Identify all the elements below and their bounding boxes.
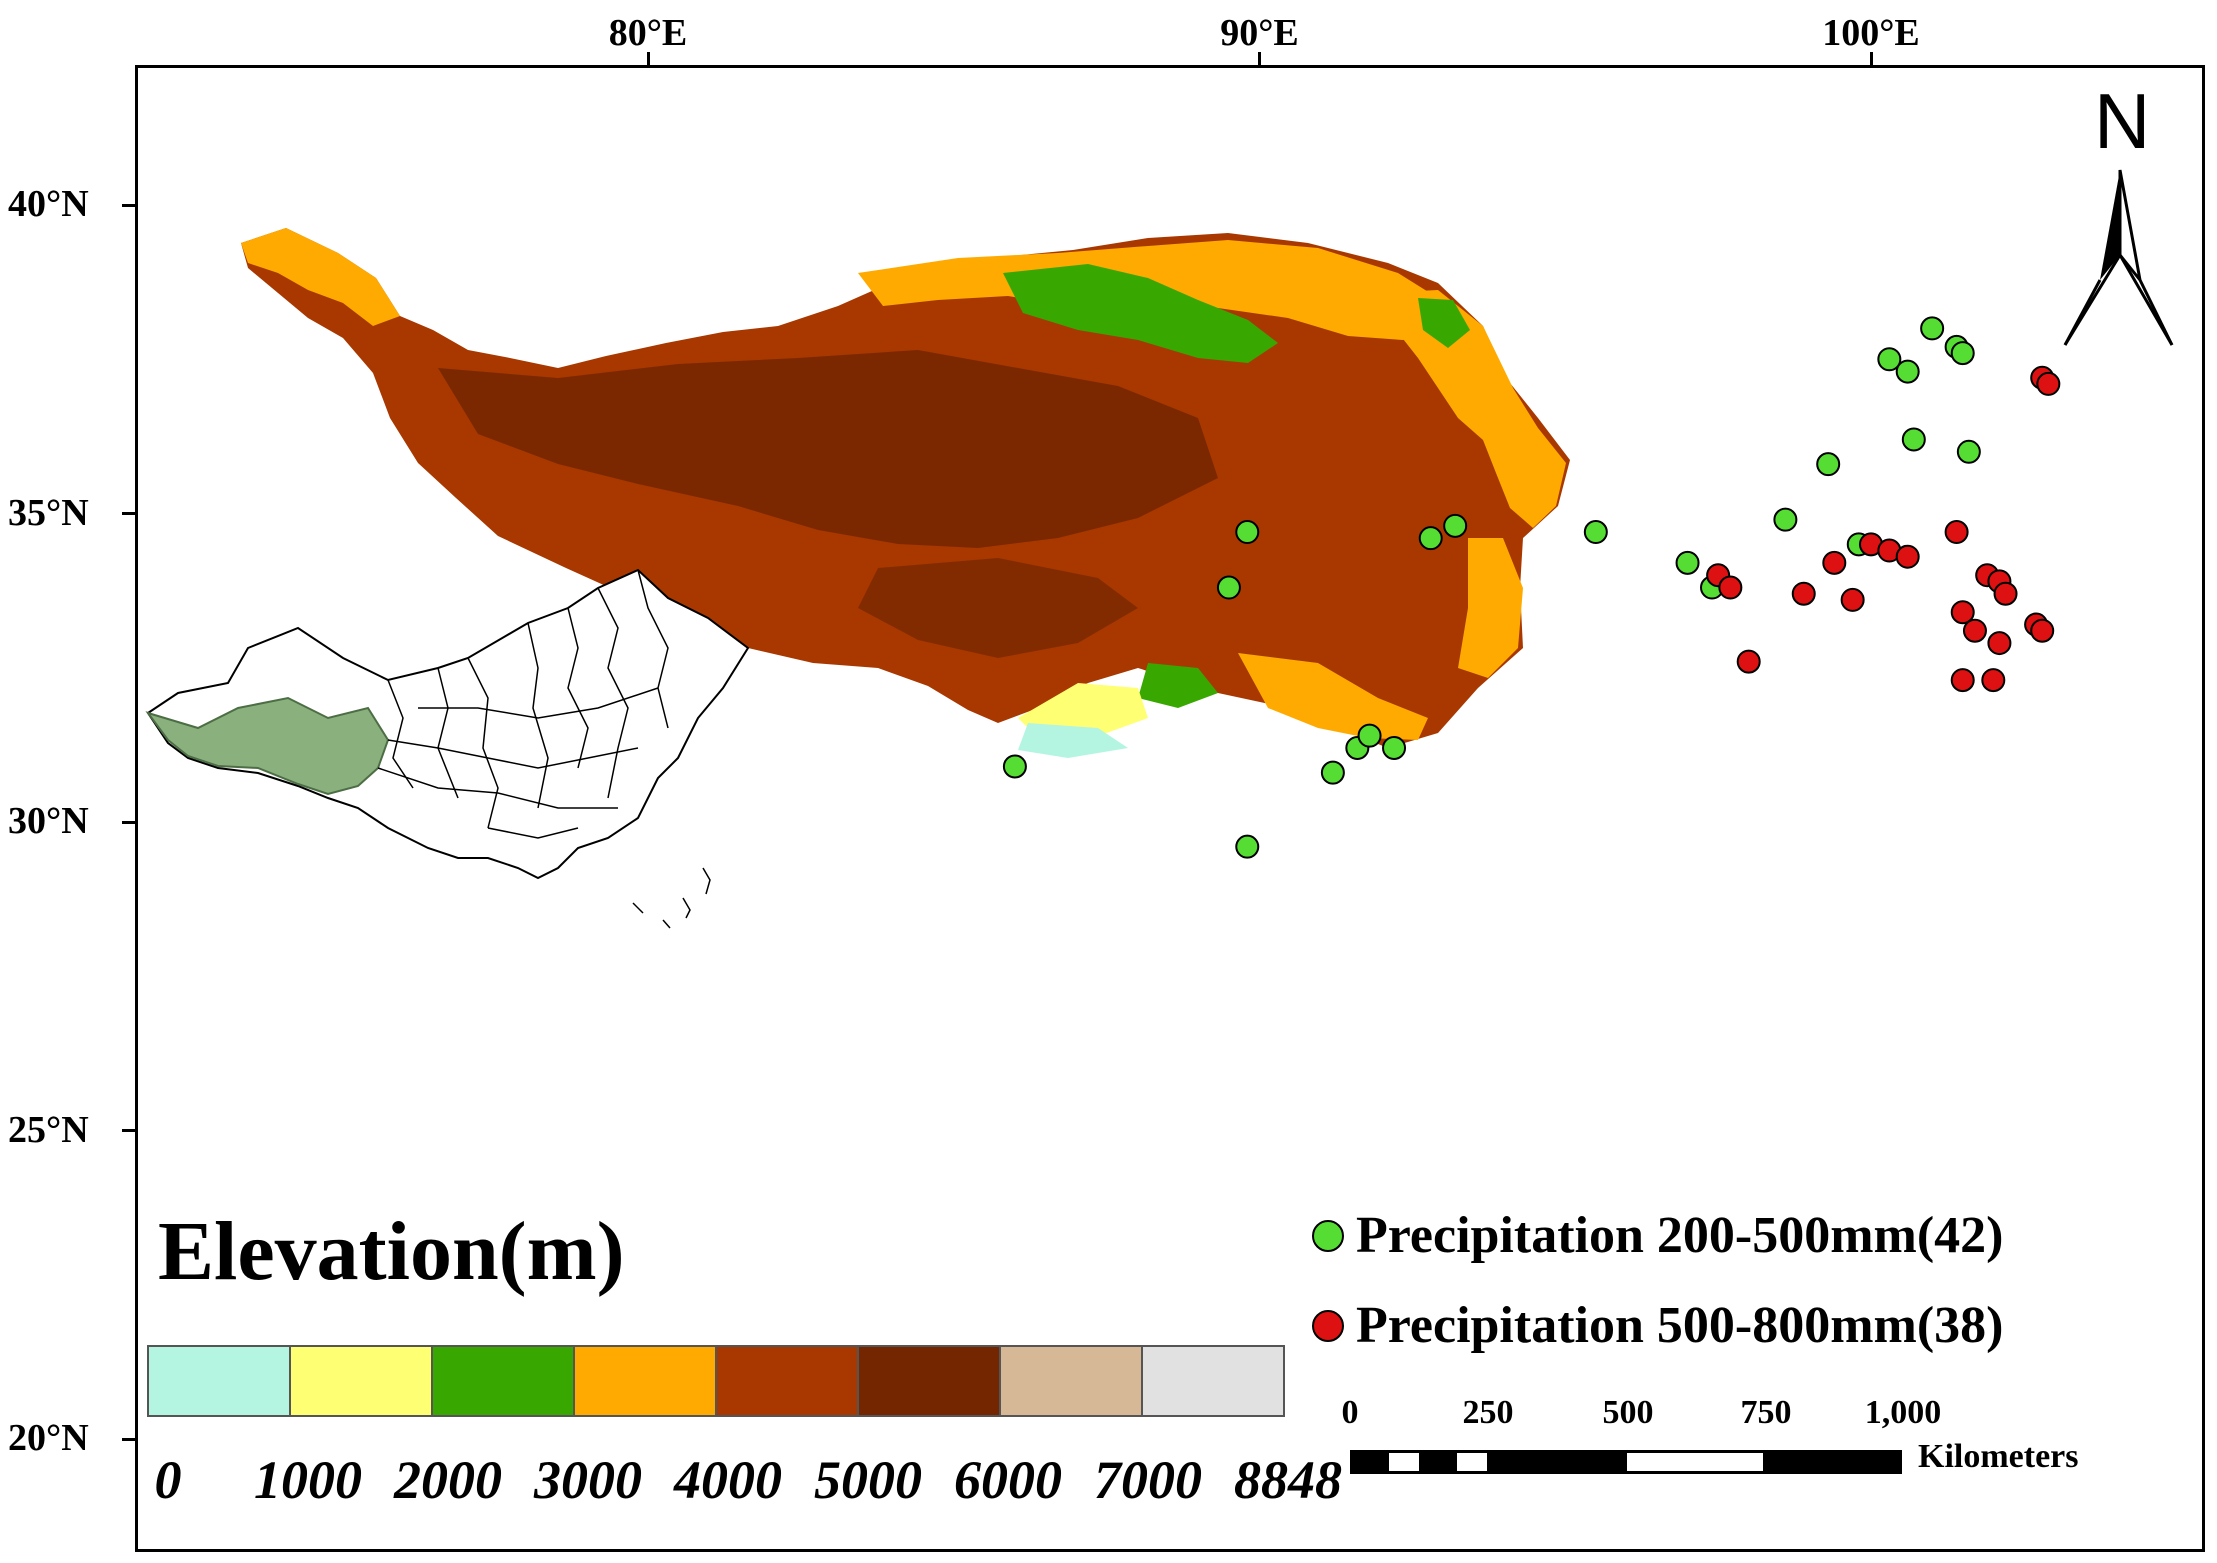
station-point-high-precip bbox=[1987, 631, 2012, 656]
station-point-low-precip bbox=[1583, 520, 1608, 545]
scale-tick-label: 1,000 bbox=[1864, 1394, 1942, 1431]
scale-bar-unit: Kilometers bbox=[1918, 1438, 2079, 1475]
north-label: N bbox=[2094, 77, 2151, 165]
station-point-high-precip bbox=[2036, 371, 2061, 396]
latitude-tick bbox=[122, 1437, 136, 1441]
legend-item-high-precip: Precipitation 500-800mm(38) bbox=[1312, 1300, 2003, 1352]
station-point-low-precip bbox=[1675, 550, 1700, 575]
plateau-elevation bbox=[241, 228, 1570, 758]
latitude-label: 40°N bbox=[8, 183, 89, 225]
elevation-swatch bbox=[1001, 1347, 1143, 1415]
scale-tick-label: 750 bbox=[1740, 1394, 1792, 1431]
station-point-low-precip bbox=[1357, 723, 1382, 748]
latitude-label: 30°N bbox=[8, 800, 89, 842]
station-point-high-precip bbox=[1736, 649, 1761, 674]
longitude-label: 90°E bbox=[1220, 12, 1299, 54]
latitude-tick bbox=[122, 203, 136, 207]
station-point-high-precip bbox=[1895, 544, 1920, 569]
elevation-break-label: 2000 bbox=[394, 1450, 502, 1510]
elevation-swatch bbox=[575, 1347, 717, 1415]
elevation-break-label: 3000 bbox=[534, 1450, 642, 1510]
latitude-label: 25°N bbox=[8, 1108, 89, 1151]
station-point-low-precip bbox=[1956, 439, 1981, 464]
longitude-label: 100°E bbox=[1822, 12, 1920, 54]
green-dot-icon bbox=[1312, 1220, 1344, 1252]
elevation-swatch bbox=[717, 1347, 859, 1415]
elevation-break-label: 8848 bbox=[1234, 1450, 1342, 1510]
station-point-low-precip bbox=[1382, 735, 1407, 760]
map-frame bbox=[135, 65, 2205, 1552]
station-point-high-precip bbox=[1822, 550, 1847, 575]
scale-tick-label: 500 bbox=[1602, 1394, 1654, 1431]
legend-label-low-precip: Precipitation 200-500mm(42) bbox=[1356, 1207, 2004, 1264]
elevation-legend-title: Elevation(m) bbox=[158, 1205, 625, 1298]
elevation-break-label: 4000 bbox=[674, 1450, 782, 1510]
red-dot-icon bbox=[1312, 1310, 1344, 1342]
station-point-high-precip bbox=[1718, 575, 1743, 600]
station-point-high-precip bbox=[2030, 618, 2055, 643]
station-point-high-precip bbox=[1791, 581, 1816, 606]
station-point-low-precip bbox=[1216, 575, 1241, 600]
station-point-low-precip bbox=[1816, 452, 1841, 477]
scale-bar bbox=[1350, 1450, 1902, 1474]
station-point-high-precip bbox=[1840, 587, 1865, 612]
scale-tick-label: 250 bbox=[1462, 1394, 1514, 1431]
station-point-low-precip bbox=[1901, 427, 1926, 452]
elevation-break-label: 7000 bbox=[1094, 1450, 1202, 1510]
elevation-break-label: 6000 bbox=[954, 1450, 1062, 1510]
latitude-tick bbox=[122, 512, 136, 515]
station-point-low-precip bbox=[1235, 834, 1260, 859]
station-point-high-precip bbox=[1950, 668, 1975, 693]
map-canvas bbox=[145, 228, 1570, 929]
china-inset bbox=[145, 568, 750, 929]
north-arrow-icon bbox=[2063, 169, 2174, 346]
station-point-high-precip bbox=[1950, 600, 1975, 625]
elevation-swatch bbox=[291, 1347, 433, 1415]
elevation-break-label: 0 bbox=[154, 1450, 182, 1510]
elevation-swatch bbox=[433, 1347, 575, 1415]
longitude-tick bbox=[1258, 52, 1261, 66]
station-point-low-precip bbox=[1920, 316, 1945, 341]
latitude-tick bbox=[122, 820, 136, 824]
latitude-label: 35°N bbox=[8, 491, 89, 534]
scale-tick-label: 0 bbox=[1341, 1394, 1359, 1431]
station-point-high-precip bbox=[1993, 581, 2018, 606]
elevation-color-ramp bbox=[147, 1345, 1285, 1417]
station-point-low-precip bbox=[1443, 513, 1468, 538]
longitude-tick bbox=[646, 52, 650, 66]
legend-item-low-precip: Precipitation 200-500mm(42) bbox=[1312, 1210, 2003, 1262]
station-point-high-precip bbox=[1962, 618, 1987, 643]
station-point-low-precip bbox=[1773, 507, 1798, 532]
station-point-low-precip bbox=[1877, 347, 1902, 372]
longitude-tick bbox=[1869, 52, 1873, 66]
elevation-swatch bbox=[859, 1347, 1001, 1415]
station-point-low-precip bbox=[1002, 754, 1027, 779]
station-point-low-precip bbox=[1950, 341, 1975, 366]
station-point-high-precip bbox=[1944, 520, 1969, 545]
elevation-swatch bbox=[1143, 1347, 1283, 1415]
legend-label-high-precip: Precipitation 500-800mm(38) bbox=[1356, 1297, 2004, 1354]
station-point-low-precip bbox=[1895, 359, 1920, 384]
station-point-low-precip bbox=[1320, 760, 1345, 785]
latitude-tick bbox=[122, 1129, 136, 1132]
station-point-high-precip bbox=[1981, 668, 2006, 693]
latitude-label: 20°N bbox=[8, 1417, 89, 1459]
elevation-swatch bbox=[149, 1347, 291, 1415]
elevation-break-label: 5000 bbox=[814, 1450, 922, 1510]
elevation-break-label: 1000 bbox=[254, 1450, 362, 1510]
longitude-label: 80°E bbox=[608, 12, 688, 54]
station-point-low-precip bbox=[1235, 520, 1260, 545]
station-point-low-precip bbox=[1418, 526, 1443, 551]
